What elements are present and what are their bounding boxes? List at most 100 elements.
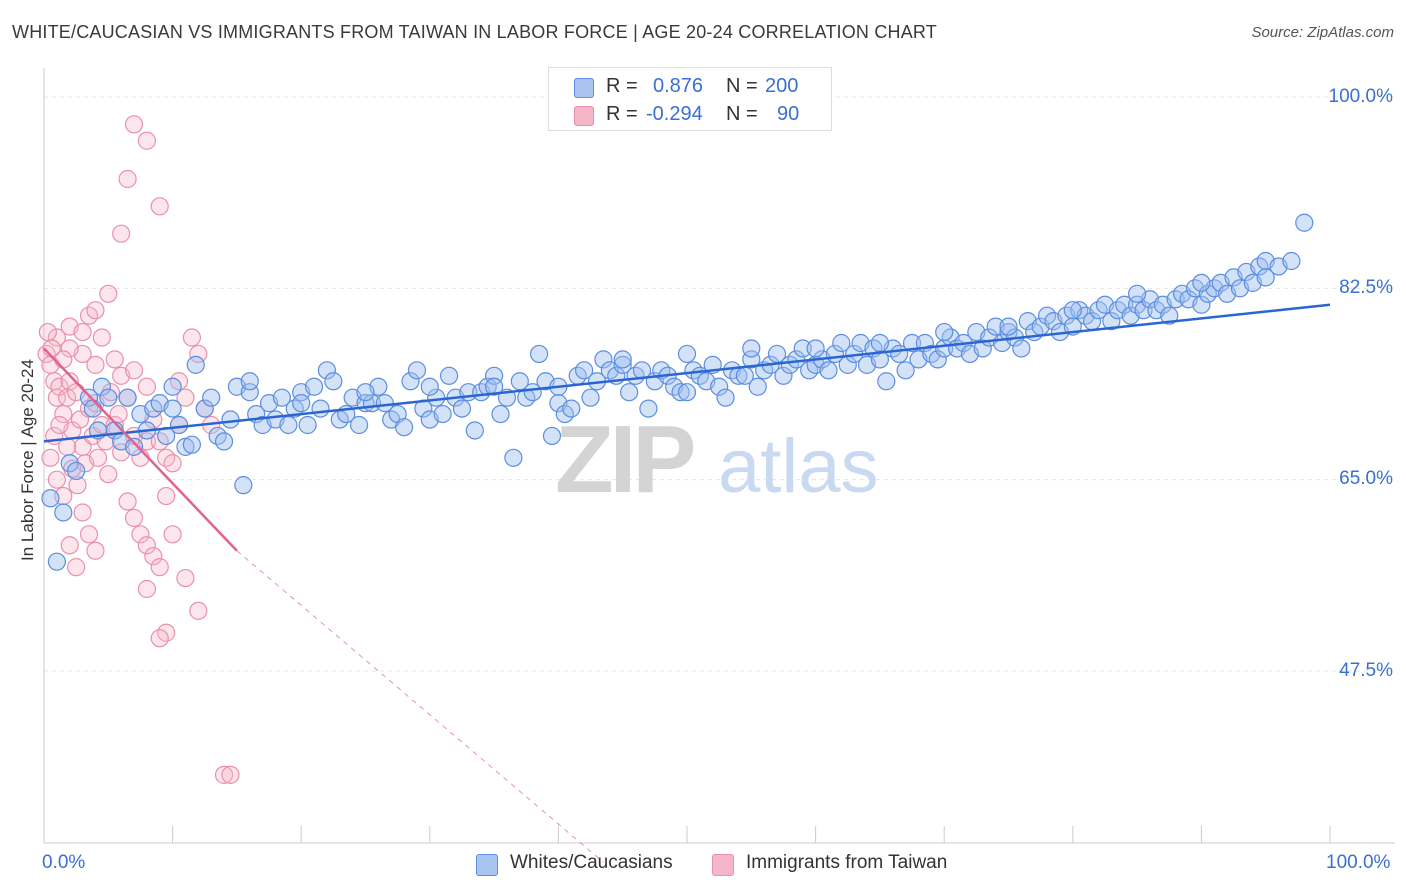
legend: R = 0.876 N = 200 R = -0.294 N = 90 <box>548 67 832 131</box>
legend-r-value: 0.876 <box>653 75 704 97</box>
white-point-199 <box>935 322 954 342</box>
y-tick-label-47: 47.5% <box>1339 660 1393 681</box>
white-point-36 <box>272 388 292 407</box>
taiwan-point-41 <box>118 169 137 189</box>
white-point-134 <box>902 333 922 353</box>
taiwan-point-56 <box>79 525 99 544</box>
taiwan-point-35 <box>73 322 92 342</box>
taiwan-point-19 <box>99 465 118 484</box>
white-point-89 <box>613 355 632 374</box>
series-taiwan-points <box>37 115 240 784</box>
white-point-6 <box>83 399 102 418</box>
white-point-48 <box>349 415 369 435</box>
legend-r-label: R = <box>606 75 638 97</box>
y-axis-label: In Labor Force | Age 20-24 <box>18 359 37 561</box>
taiwan-point-49 <box>118 492 137 511</box>
white-point-13 <box>124 437 144 456</box>
y-tick-label-100: 100.0% <box>1328 86 1393 107</box>
white-point-76 <box>530 344 549 364</box>
legend-swatch-taiwan <box>574 106 594 126</box>
taiwan-point-40 <box>112 224 131 243</box>
white-point-40 <box>298 415 317 435</box>
taiwan-point-48 <box>189 601 208 620</box>
taiwan-point-46 <box>163 525 182 544</box>
taiwan-point-16 <box>88 448 108 467</box>
taiwan-point-43 <box>137 131 156 150</box>
white-point-151 <box>1012 339 1031 358</box>
watermark: ZIP atlas <box>555 406 879 513</box>
white-point-208 <box>356 383 375 402</box>
white-point-121 <box>819 361 838 380</box>
taiwan-point-42 <box>124 115 144 134</box>
bottom-legend-swatch-taiwan <box>712 854 734 876</box>
white-point-2 <box>54 503 73 522</box>
white-point-28 <box>221 410 240 429</box>
y-tick-label-82: 82.5% <box>1339 277 1393 298</box>
trend-line-taiwan-extension <box>236 550 604 863</box>
white-point-145 <box>973 339 992 358</box>
white-point-24 <box>195 399 214 418</box>
legend-swatch-white <box>574 78 594 98</box>
legend-r-value: -0.294 <box>646 103 703 125</box>
trend-lines <box>43 303 1331 863</box>
bottom-legend-swatch-white <box>476 854 498 876</box>
white-point-200 <box>999 317 1018 336</box>
white-point-37 <box>279 415 298 435</box>
taiwan-point-3 <box>47 388 66 407</box>
trend-line-taiwan <box>43 347 238 552</box>
white-point-165 <box>1102 312 1121 331</box>
taiwan-point-7 <box>60 372 79 391</box>
white-point-64 <box>452 399 472 418</box>
white-point-0 <box>41 489 60 508</box>
white-point-8 <box>92 377 111 396</box>
white-point-201 <box>1063 301 1082 320</box>
legend-row-taiwan: R = -0.294 N = 90 <box>549 101 831 129</box>
taiwan-point-39 <box>99 284 118 303</box>
taiwan-point-65 <box>58 437 77 456</box>
white-point-203 <box>1192 273 1211 292</box>
axes <box>43 68 1395 844</box>
x-tick-label-max: 100.0% <box>1326 852 1391 873</box>
white-point-41 <box>304 377 324 396</box>
taiwan-point-82 <box>38 322 57 342</box>
white-point-81 <box>562 399 581 418</box>
bottom-legend-label-white: Whites/Caucasians <box>510 852 673 873</box>
taiwan-point-45 <box>157 486 176 506</box>
taiwan-point-62 <box>41 448 60 467</box>
taiwan-point-52 <box>137 536 156 555</box>
white-point-99 <box>677 383 697 402</box>
white-point-93 <box>639 399 658 418</box>
taiwan-point-67 <box>68 476 87 495</box>
taiwan-point-47 <box>176 568 195 588</box>
white-point-204 <box>1256 268 1275 287</box>
taiwan-point-80 <box>60 339 79 358</box>
white-point-12 <box>118 388 137 407</box>
white-point-193 <box>240 372 259 391</box>
white-point-198 <box>870 333 890 353</box>
white-point-27 <box>214 432 234 451</box>
legend-n-label: N = <box>726 103 758 125</box>
white-point-191 <box>1282 251 1301 271</box>
white-point-205 <box>420 377 439 396</box>
white-point-105 <box>716 388 735 407</box>
taiwan-point-0 <box>37 344 56 364</box>
taiwan-point-87 <box>150 629 169 648</box>
white-point-195 <box>677 344 697 364</box>
white-point-114 <box>774 366 793 385</box>
white-point-84 <box>581 388 600 407</box>
bottom-legend-label-taiwan: Immigrants from Taiwan <box>746 852 948 873</box>
white-point-83 <box>575 361 594 380</box>
legend-row-white: R = 0.876 N = 200 <box>549 73 831 101</box>
white-point-30 <box>234 476 253 495</box>
taiwan-point-84 <box>214 765 234 784</box>
taiwan-point-69 <box>189 344 208 364</box>
white-point-192 <box>1295 213 1314 232</box>
watermark-atlas: atlas <box>718 424 879 509</box>
white-point-70 <box>491 404 510 424</box>
taiwan-point-83 <box>42 339 61 358</box>
white-point-98 <box>671 383 690 402</box>
white-point-61 <box>433 404 452 424</box>
legend-r-label: R = <box>606 103 638 125</box>
series-white-points <box>41 213 1314 571</box>
taiwan-point-68 <box>182 328 201 347</box>
